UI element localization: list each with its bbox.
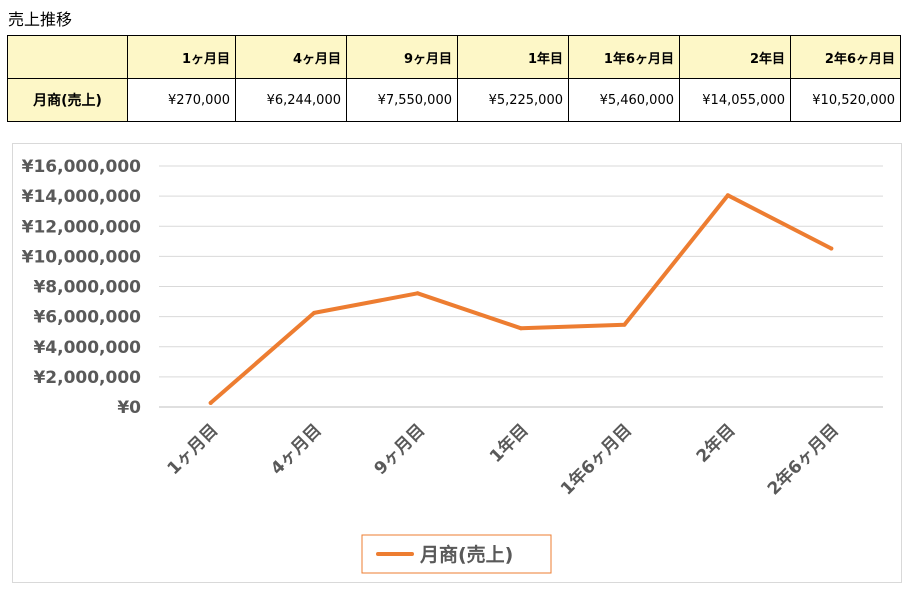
x-tick-label: 2年目 <box>692 420 739 467</box>
y-tick-label: ¥2,000,000 <box>33 368 141 388</box>
x-tick-label: 4ヶ月目 <box>267 420 326 479</box>
data-point <box>725 193 730 198</box>
table-cell[interactable]: ¥5,460,000 <box>568 78 680 122</box>
table-cell[interactable]: ¥6,244,000 <box>235 78 347 122</box>
y-tick-label: ¥10,000,000 <box>22 247 142 267</box>
y-tick-label: ¥8,000,000 <box>33 278 141 298</box>
table-row: 月商(売上) ¥270,000 ¥6,244,000 ¥7,550,000 ¥5… <box>7 78 901 122</box>
y-tick-label: ¥4,000,000 <box>33 338 141 358</box>
data-point <box>312 310 317 315</box>
table-header-row: 1ヶ月目 4ヶ月目 9ヶ月目 1年目 1年6ヶ月目 2年目 2年6ヶ月目 <box>7 35 901 79</box>
table-cell[interactable]: ¥10,520,000 <box>790 78 901 122</box>
table-header-cell[interactable]: 4ヶ月目 <box>235 35 347 79</box>
x-tick-label: 1年目 <box>485 420 532 467</box>
data-point <box>519 326 523 331</box>
table-header-cell[interactable]: 1年6ヶ月目 <box>568 35 680 79</box>
table-header-cell[interactable]: 1年目 <box>457 35 569 79</box>
x-tick-label: 1ヶ月目 <box>164 420 223 479</box>
x-tick-label: 1年6ヶ月目 <box>556 420 636 500</box>
table-header-cell[interactable]: 2年目 <box>679 35 791 79</box>
sheet-title: 売上推移 <box>8 10 73 29</box>
table-header-cell[interactable]: 2年6ヶ月目 <box>790 35 901 79</box>
y-tick-label: ¥0 <box>117 398 141 418</box>
data-point <box>415 291 420 296</box>
chart-area[interactable]: ¥0 ¥2,000,000 ¥4,000,000 ¥6,000,000 ¥8,000,0… <box>12 143 902 583</box>
table-header-cell[interactable]: 9ヶ月目 <box>346 35 458 79</box>
legend-box <box>361 534 552 574</box>
data-point <box>208 400 213 405</box>
legend-label: 月商(売上) <box>419 543 513 566</box>
y-tick-label: ¥16,000,000 <box>22 157 142 177</box>
data-point <box>829 246 834 251</box>
x-tick-label: 2年6ヶ月目 <box>763 420 843 500</box>
y-tick-label: ¥6,000,000 <box>33 308 141 328</box>
table-row-label[interactable]: 月商(売上) <box>7 78 128 122</box>
x-tick-label: 9ヶ月目 <box>371 420 430 479</box>
line-chart: ¥0 ¥2,000,000 ¥4,000,000 ¥6,000,000 ¥8,000,0… <box>22 157 883 574</box>
data-point <box>622 322 627 327</box>
table-cell[interactable]: ¥7,550,000 <box>346 78 458 122</box>
table-header-cell[interactable]: 1ヶ月目 <box>127 35 236 79</box>
y-tick-label: ¥12,000,000 <box>22 217 142 237</box>
table-cell[interactable]: ¥5,225,000 <box>457 78 569 122</box>
table-cell[interactable]: ¥14,055,000 <box>679 78 791 122</box>
table-cell[interactable]: ¥270,000 <box>127 78 236 122</box>
table-corner-cell[interactable] <box>7 35 128 79</box>
y-tick-label: ¥14,000,000 <box>22 187 142 207</box>
sales-table: 1ヶ月目 4ヶ月目 9ヶ月目 1年目 1年6ヶ月目 2年目 2年6ヶ月目 月商(… <box>7 35 901 122</box>
